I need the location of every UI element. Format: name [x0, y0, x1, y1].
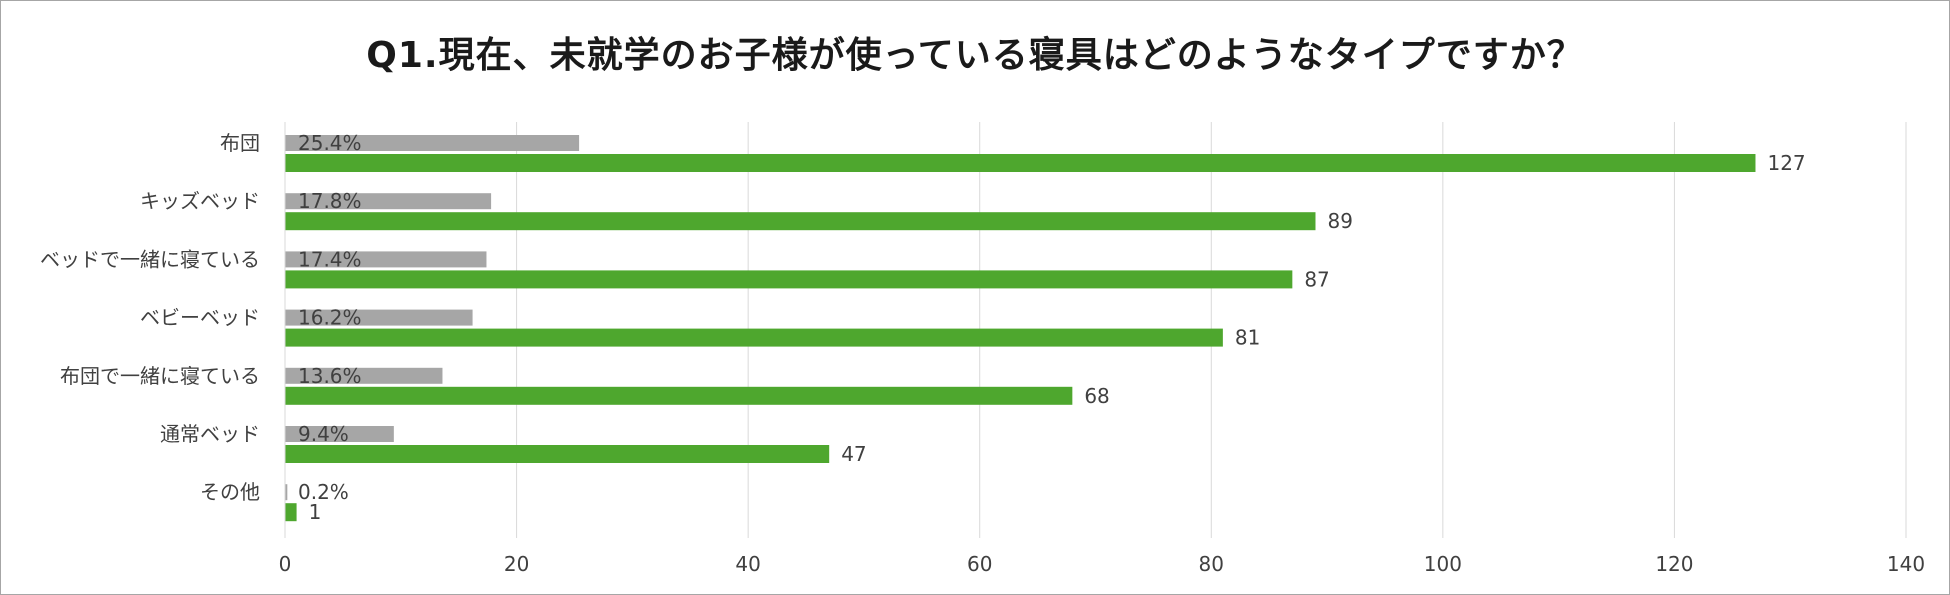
value-label: 89 — [1327, 209, 1352, 233]
bar-percent — [285, 135, 580, 151]
percent-label: 16.2% — [298, 306, 362, 330]
x-tick-label: 80 — [1199, 552, 1224, 576]
value-label: 87 — [1304, 267, 1329, 291]
category-label: ベビーベッド — [140, 306, 260, 330]
category-label: 布団 — [220, 131, 260, 155]
percent-label: 17.4% — [298, 247, 362, 271]
bar-percent — [285, 426, 394, 442]
value-label: 127 — [1767, 151, 1805, 175]
x-tick-label: 0 — [279, 552, 292, 576]
x-tick-label: 120 — [1655, 552, 1693, 576]
bar-percent — [285, 251, 487, 268]
percent-label: 0.2% — [298, 480, 349, 504]
bar-count — [285, 154, 1756, 172]
x-tick-label: 40 — [735, 552, 760, 576]
value-label: 1 — [309, 500, 322, 524]
bar-count — [285, 445, 830, 463]
bar-count — [285, 503, 297, 522]
category-label: 布団で一緒に寝ている — [60, 364, 260, 388]
x-tick-label: 20 — [504, 552, 529, 576]
percent-label: 13.6% — [298, 364, 362, 388]
percent-label: 17.8% — [298, 189, 362, 213]
value-label: 47 — [841, 442, 866, 466]
bar-count — [285, 270, 1293, 289]
category-label: その他 — [200, 480, 260, 504]
x-tick-label: 60 — [967, 552, 992, 576]
category-label: キッズベッド — [140, 189, 260, 213]
x-tick-label: 100 — [1424, 552, 1462, 576]
percent-label: 9.4% — [298, 422, 349, 446]
bar-percent — [285, 193, 492, 210]
percent-label: 25.4% — [298, 131, 362, 155]
bar-count — [285, 386, 1073, 405]
value-label: 68 — [1084, 384, 1109, 408]
category-label: ベッドで一緒に寝ている — [40, 247, 260, 271]
category-label: 通常ベッド — [160, 422, 260, 446]
bar-percent — [285, 367, 443, 384]
bar-percent — [285, 309, 473, 326]
bar-percent — [285, 484, 288, 501]
bar-count — [285, 328, 1223, 347]
chart-title: Q1.現在、未就学のお子様が使っている寝具はどのようなタイプですか？ — [366, 35, 1584, 76]
bar-count — [285, 212, 1316, 231]
value-label: 81 — [1235, 326, 1260, 350]
x-tick-label: 140 — [1887, 552, 1925, 576]
